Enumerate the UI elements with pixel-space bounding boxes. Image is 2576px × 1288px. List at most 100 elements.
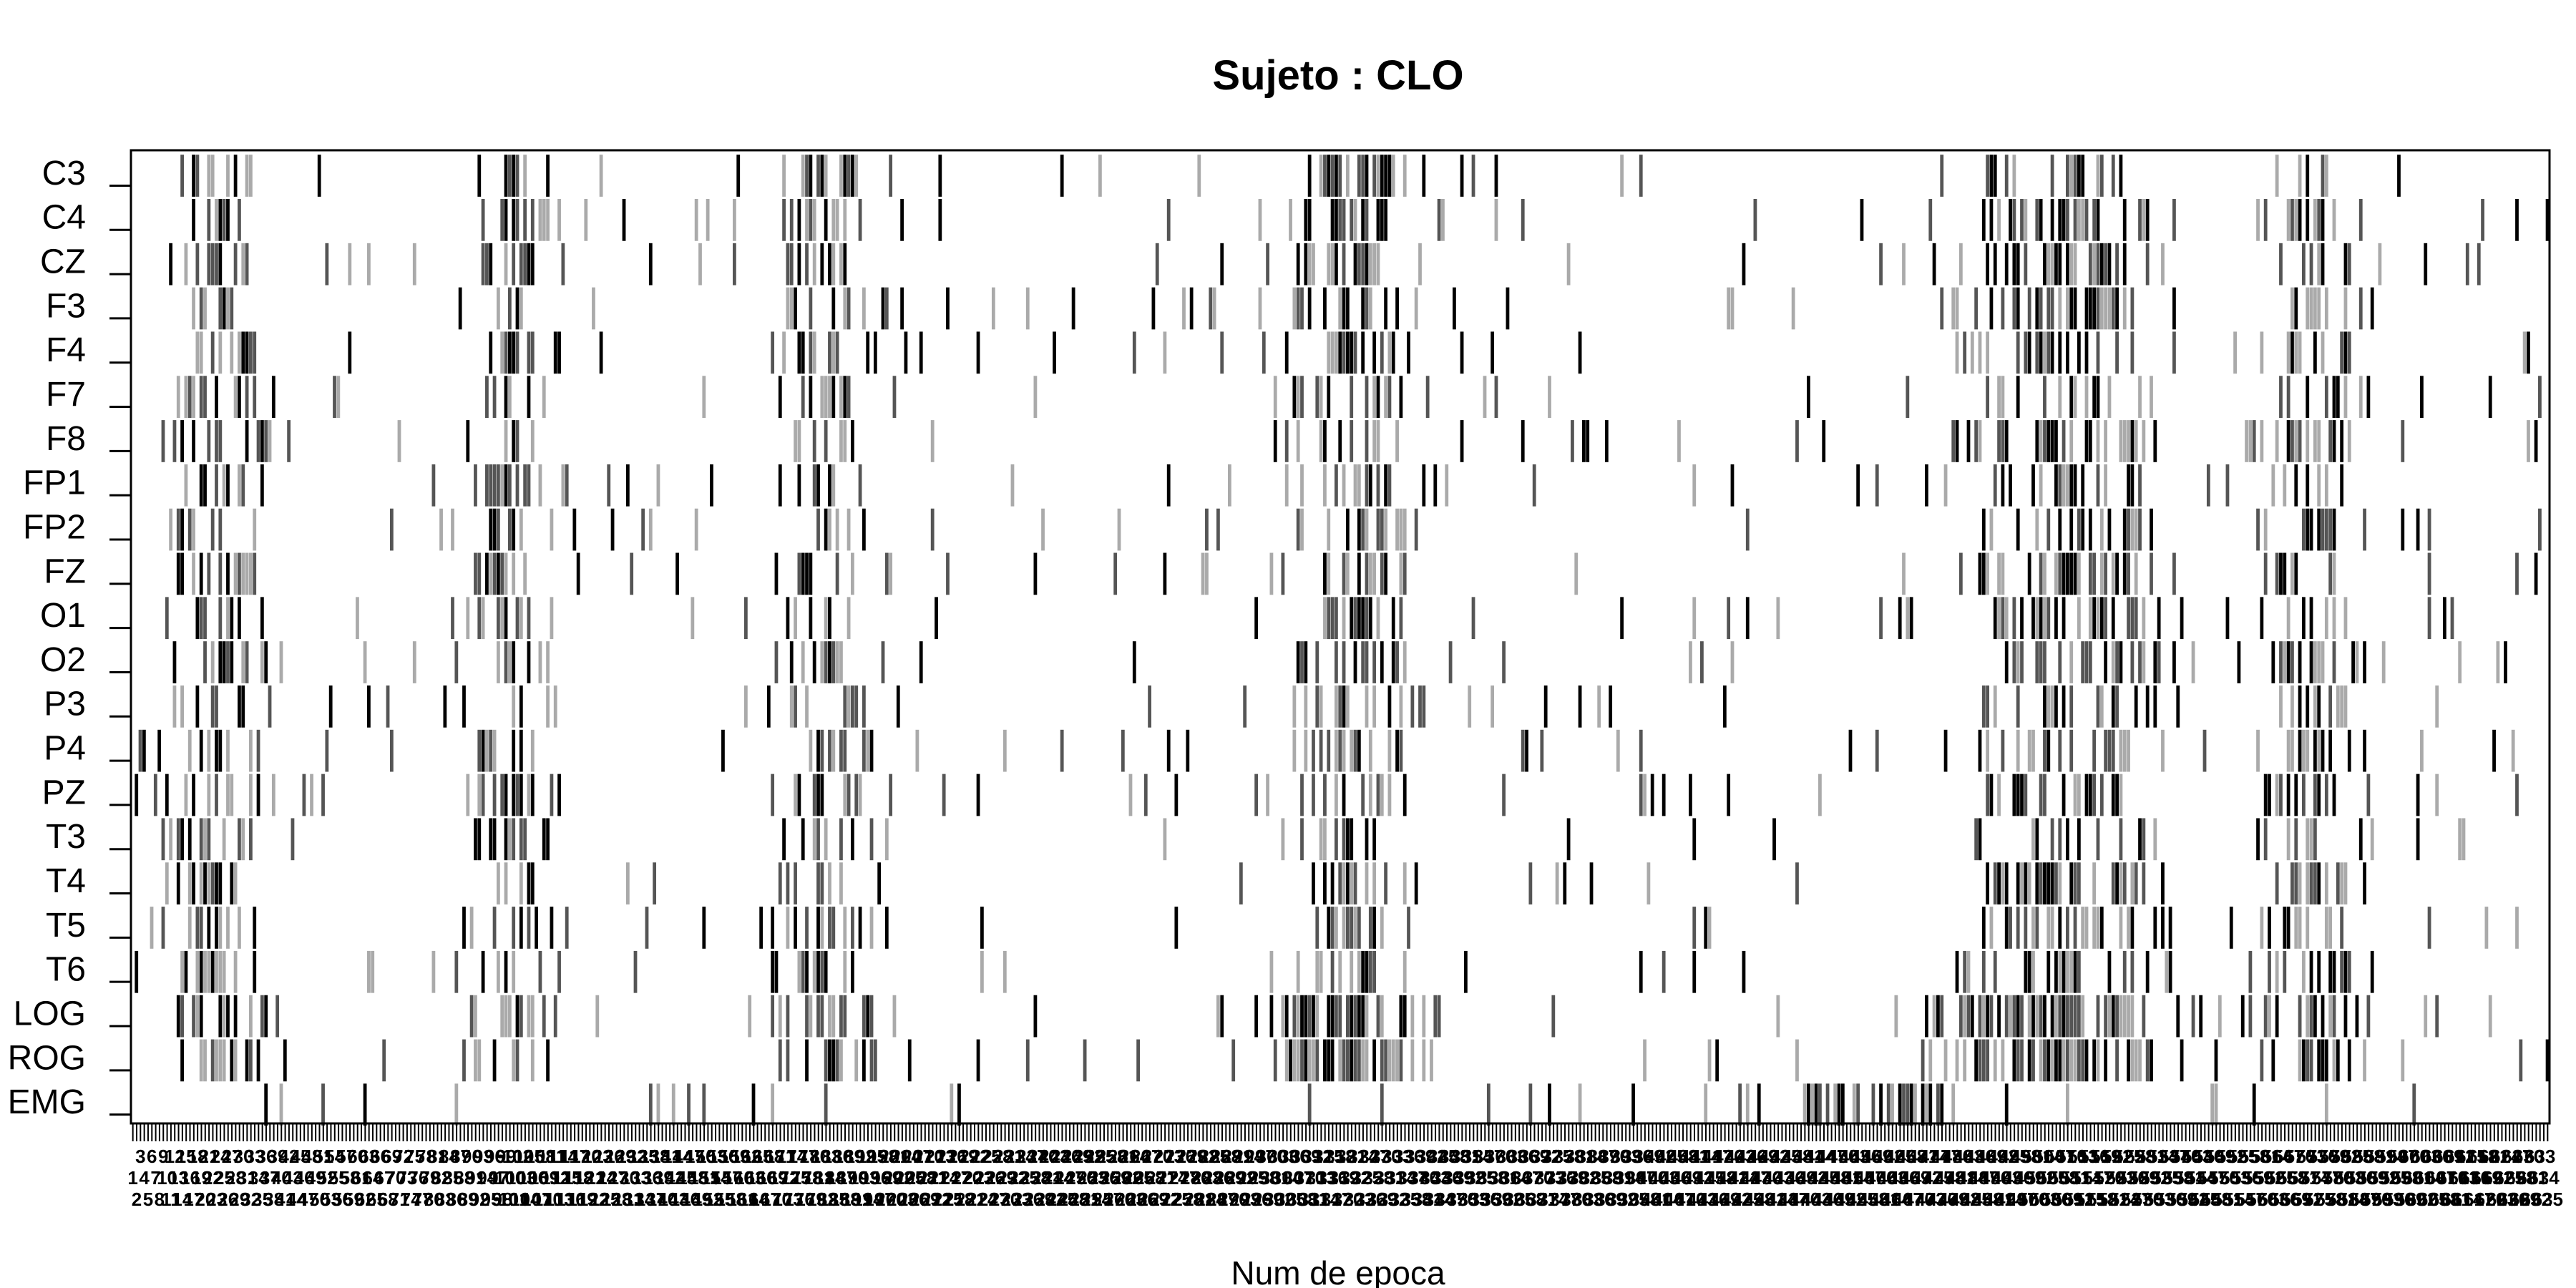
heatmap-cell — [500, 995, 504, 1038]
x-tick-label: 336 — [1393, 1146, 1424, 1167]
heatmap-cell — [2088, 508, 2092, 551]
heatmap-cell — [2107, 376, 2112, 418]
x-tick-label: 403 — [1649, 1167, 1679, 1189]
heatmap-cell — [733, 243, 736, 286]
x-tick-label: 58 — [340, 1167, 361, 1189]
heatmap-cell — [797, 420, 801, 462]
x-tick-label: 511 — [2060, 1167, 2090, 1189]
heatmap-cell — [1986, 686, 1990, 728]
x-tick-label: 585 — [2342, 1146, 2373, 1167]
heatmap-cell — [2309, 597, 2313, 640]
x-tick-label: 115 — [552, 1167, 582, 1189]
heatmap-cell — [1368, 907, 1372, 949]
heatmap-cell — [2111, 774, 2115, 816]
row-label-rog: ROG — [8, 1039, 86, 1077]
row-label-t6: T6 — [46, 951, 86, 989]
heatmap-cell — [238, 199, 241, 241]
x-tick-label: 354 — [1462, 1146, 1493, 1167]
heatmap-cell — [2283, 950, 2287, 993]
heatmap-cell — [184, 243, 188, 286]
heatmap-cell — [2081, 464, 2085, 507]
heatmap-cell — [778, 1039, 782, 1082]
heatmap-cell — [766, 686, 771, 728]
heatmap-cell — [2043, 243, 2046, 286]
x-tick-label: 22 — [203, 1167, 223, 1189]
heatmap-cell — [474, 995, 477, 1038]
heatmap-cell — [2321, 1039, 2325, 1082]
heatmap-cell — [2119, 818, 2123, 861]
heatmap-cell — [2119, 641, 2123, 683]
heatmap-cell — [1132, 331, 1136, 374]
x-tick-label: 595 — [2380, 1167, 2411, 1189]
heatmap-cell — [515, 199, 519, 241]
heatmap-cell — [1418, 686, 1422, 728]
heatmap-cell — [1955, 331, 1959, 374]
heatmap-cell — [2031, 995, 2035, 1038]
x-tick-label: 330 — [1370, 1146, 1401, 1167]
heatmap-cell — [2058, 287, 2062, 330]
x-tick-label: 282 — [1188, 1146, 1219, 1167]
heatmap-cell — [481, 597, 485, 640]
heatmap-cell — [1269, 950, 1274, 993]
x-tick-label: 147 — [673, 1146, 704, 1167]
heatmap-cell — [2050, 287, 2054, 330]
heatmap-cell — [1521, 199, 1525, 241]
x-tick-label: 382 — [1568, 1167, 1599, 1189]
heatmap-cell — [2001, 729, 2005, 772]
x-tick-label: 235 — [1009, 1167, 1040, 1189]
heatmap-cell — [809, 729, 813, 772]
heatmap-cell — [1315, 950, 1319, 993]
heatmap-cell — [1376, 597, 1380, 640]
heatmap-cell — [839, 1039, 843, 1082]
heatmap-cell — [180, 995, 184, 1038]
heatmap-cell — [2317, 1039, 2321, 1082]
heatmap-cell — [2138, 199, 2142, 241]
x-tick-label: 104 — [509, 1189, 541, 1210]
heatmap-cell — [561, 464, 565, 507]
heatmap-cell — [2001, 1039, 2005, 1082]
heatmap-cell — [2130, 508, 2135, 551]
heatmap-cell — [1494, 155, 1498, 197]
heatmap-cell — [2054, 1039, 2058, 1082]
heatmap-cell — [2332, 420, 2336, 462]
heatmap-cell — [1772, 818, 1776, 861]
heatmap-cell — [2527, 331, 2530, 374]
heatmap-cell — [1335, 243, 1338, 286]
heatmap-cell — [1399, 597, 1403, 640]
heatmap-cell — [1981, 199, 1986, 241]
x-tick-label: 533 — [2144, 1189, 2175, 1210]
x-tick-label: 64 — [363, 1167, 384, 1189]
heatmap-cell — [1323, 287, 1327, 330]
heatmap-cell — [831, 1039, 836, 1082]
heatmap-cell — [1970, 995, 1974, 1038]
heatmap-cell — [2066, 331, 2069, 374]
x-tick-label: 65 — [366, 1189, 387, 1210]
x-tick-label: 323 — [1344, 1189, 1375, 1210]
heatmap-cell — [2328, 508, 2333, 551]
heatmap-cell — [896, 686, 900, 728]
heatmap-cell — [2332, 774, 2336, 816]
heatmap-cell — [801, 641, 805, 683]
heatmap-cell — [2111, 552, 2115, 595]
heatmap-cell — [1368, 243, 1372, 286]
heatmap-cell — [2294, 862, 2298, 904]
x-tick-label: 26 — [218, 1189, 238, 1210]
x-tick-label: 143 — [658, 1189, 689, 1210]
heatmap-cell — [2313, 818, 2317, 861]
heatmap-cell — [1189, 287, 1194, 330]
heatmap-cell — [1292, 287, 1297, 330]
heatmap-cell — [2024, 243, 2028, 286]
heatmap-cell — [2534, 552, 2538, 595]
heatmap-cell — [687, 1083, 691, 1126]
heatmap-cell — [1940, 995, 1944, 1038]
heatmap-cell — [477, 1039, 482, 1082]
heatmap-cell — [1353, 199, 1357, 241]
heatmap-cell — [496, 950, 500, 993]
heatmap-cell — [2504, 641, 2507, 683]
heatmap-cell — [946, 287, 950, 330]
heatmap-cell — [2340, 907, 2344, 949]
x-tick-label: 424 — [1729, 1167, 1760, 1189]
heatmap-cell — [900, 287, 904, 330]
heatmap-cell — [1502, 641, 1506, 683]
